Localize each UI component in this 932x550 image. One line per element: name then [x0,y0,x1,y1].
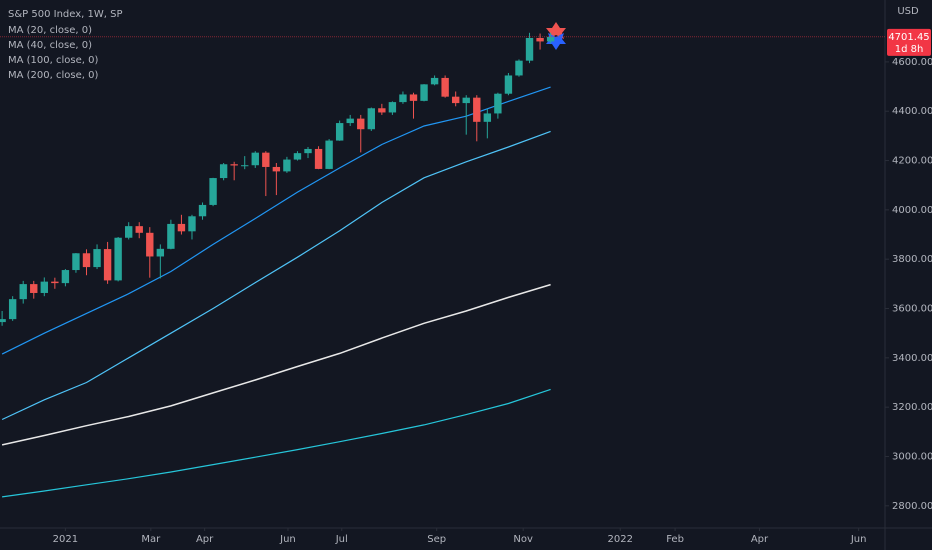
y-tick-label: 3400.00 [892,353,932,364]
y-tick-label: 2800.00 [892,501,932,512]
y-tick-label: 4200.00 [892,156,932,167]
candle-body [262,152,270,167]
candle-body [167,223,175,249]
candle-body [219,164,228,179]
candle-body [251,152,259,166]
candle-body [19,284,27,300]
candle-body [367,108,375,130]
y-tick-label: 3000.00 [892,451,932,462]
candle-body [420,84,428,101]
candle-body [103,249,112,281]
y-tick-label: 3600.00 [892,304,932,315]
x-tick-label: 2021 [53,534,78,545]
candle-body [177,223,186,232]
candle-body [135,226,143,233]
x-tick-label: Feb [666,534,684,545]
candle-body [378,108,386,113]
ma-line [2,388,551,498]
candle-body [93,249,101,268]
x-tick-label: Jun [279,534,296,545]
x-tick-label: Apr [751,534,769,545]
x-tick-label: Jul [335,534,348,545]
candle-body [198,204,207,217]
chart-title: S&P 500 Index, 1W, SP [8,9,123,20]
plot-area [1,86,551,498]
x-tick-label: Apr [196,534,214,545]
candle-body [82,253,91,268]
candle-body [61,270,70,284]
candle-body [536,37,544,42]
x-tick-label: 2022 [608,534,633,545]
legend-entry: MA (200, close, 0) [8,70,98,81]
legend-entry: MA (20, close, 0) [8,25,92,36]
candle-body [462,97,470,104]
candle-body [357,118,365,130]
legend-entry: MA (40, close, 0) [8,40,92,51]
candle-body [525,37,534,61]
candle-body [494,93,502,114]
candle-body [515,60,523,76]
last-price-box [887,28,931,56]
candle-body [156,248,165,257]
candle-body [304,148,312,154]
ma-line [1,130,551,421]
candle-body [473,97,481,122]
ma-line [1,283,551,446]
candle-body [504,75,513,94]
y-tick-label: 3800.00 [892,254,932,265]
y-tick-label: 3200.00 [892,402,932,413]
candle-body [209,178,217,205]
y-tick-label: 4000.00 [892,205,932,216]
candle-body [451,96,460,104]
x-tick-label: Mar [141,534,161,545]
y-tick-label: 4400.00 [892,106,932,117]
candle-body [441,77,449,97]
candle-body [114,237,122,281]
candle-body [188,216,196,232]
candle-body [0,319,6,323]
last-price-label: 4701.45 [888,32,929,43]
candle-body [30,284,38,293]
candle-body [283,159,291,172]
candle-body [51,281,59,284]
candle-body [388,102,397,113]
currency-label: USD [897,6,919,17]
x-tick-label: Sep [427,534,446,545]
candle-body [346,118,354,124]
ma-line [1,86,551,355]
candle-body [325,140,333,169]
candle-body [293,153,302,160]
candle-body [146,232,154,257]
candle-body [546,36,555,42]
candle-body [430,77,439,85]
candle-body [40,281,48,293]
candle-body [483,113,492,122]
x-tick-label: Nov [513,534,533,545]
candle-body [241,165,249,167]
candle-body [230,164,238,166]
candle-body [335,123,344,141]
candle-body [124,226,133,238]
candle-body [409,94,418,101]
candle-body [8,299,17,320]
y-tick-label: 4600.00 [892,57,932,68]
countdown: 1d 8h [895,44,924,55]
candle-body [272,166,281,172]
candle-body [314,148,323,169]
legend-entry: MA (100, close, 0) [8,55,98,66]
x-tick-label: Jun [850,534,867,545]
candle-body [72,253,80,271]
candle-body [399,94,407,103]
